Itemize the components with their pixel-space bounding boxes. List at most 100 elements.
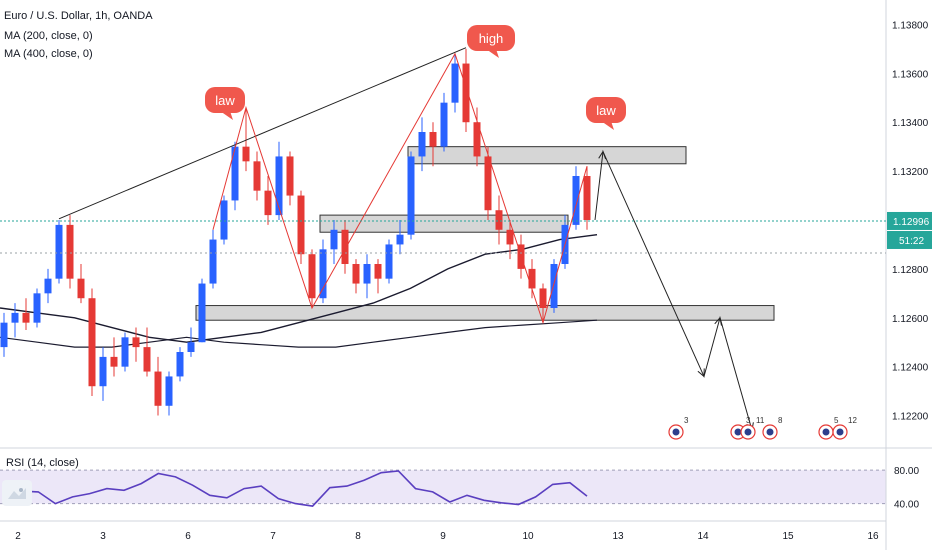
price-axis-tick: 1.12400 (892, 363, 929, 374)
annotation-bubble: law (205, 87, 245, 120)
rsi-legend: RSI (14, close) (6, 457, 79, 469)
time-axis-tick: 6 (185, 531, 191, 542)
symbol-title: Euro / U.S. Dollar, 1h, OANDA (4, 10, 153, 22)
time-axis-tick: 2 (15, 531, 21, 542)
annotation-bubble: high (467, 25, 515, 58)
candle (77, 278, 85, 299)
candle (231, 146, 239, 201)
candle (418, 132, 426, 157)
candle (319, 249, 327, 299)
candle (550, 264, 558, 308)
annotation-bubble-body (467, 25, 515, 51)
event-flag-icon: 3 (668, 416, 689, 440)
candle (385, 244, 393, 279)
candle (176, 352, 184, 377)
annotation-bubble-tail (486, 49, 499, 58)
event-flag-icon: 5 (818, 416, 839, 440)
time-axis-tick: 10 (522, 531, 534, 542)
event-flag-count: 11 (756, 416, 765, 425)
candle (539, 288, 547, 308)
rsi-line (3, 470, 588, 507)
event-flag-core (744, 428, 752, 436)
candle (121, 337, 129, 367)
candle (99, 356, 107, 387)
event-flag-count: 12 (848, 416, 857, 425)
candle (44, 278, 52, 294)
event-flag-count: 5 (834, 416, 839, 425)
candle (451, 63, 459, 103)
ma200-line (0, 234, 598, 343)
time-axis-tick: 13 (612, 531, 624, 542)
candle (341, 229, 349, 264)
candle (407, 156, 415, 235)
candle (264, 190, 272, 216)
event-flag-icon: 11 (740, 416, 765, 440)
annotation-bubble-body (205, 87, 245, 113)
annotation-bubble: law (586, 97, 626, 130)
annotation-text: law (215, 93, 235, 108)
annotation-text: high (479, 31, 504, 46)
event-flag-icon: 8 (762, 416, 783, 440)
tradingview-logo-icon (2, 480, 32, 506)
candle (462, 63, 470, 123)
event-flag-core (822, 428, 830, 436)
candle (330, 229, 338, 250)
candle (11, 312, 19, 323)
candle (165, 376, 173, 406)
ma400-legend: MA (400, close, 0) (4, 48, 93, 60)
time-axis-tick: 15 (782, 531, 794, 542)
projection-arrowhead (714, 316, 722, 326)
candle (528, 268, 536, 289)
candle (88, 298, 96, 387)
candle (275, 156, 283, 216)
candle (198, 283, 206, 343)
support-resistance-zone (195, 305, 775, 321)
swing-lines (212, 52, 588, 325)
candle (55, 224, 63, 279)
candle (352, 264, 360, 284)
annotation-bubble-tail (220, 111, 233, 120)
last-price-badge (887, 211, 932, 230)
price-axis-tick: 1.13800 (892, 20, 929, 31)
candle (308, 254, 316, 299)
annotation-text: law (596, 103, 616, 118)
candle (110, 356, 118, 367)
candle (440, 102, 448, 147)
candle (220, 200, 228, 240)
candle (473, 122, 481, 157)
candle (66, 224, 74, 279)
time-axis-tick: 7 (270, 531, 276, 542)
candle (429, 132, 437, 147)
projection-arrowhead (598, 150, 607, 160)
support-resistance-zone (407, 146, 687, 165)
projection-arrowhead (697, 368, 705, 378)
candle (495, 210, 503, 230)
price-axis-tick: 1.13200 (892, 167, 929, 178)
event-flag-core (734, 428, 742, 436)
ma400-line (0, 319, 598, 348)
candle (374, 264, 382, 279)
price-axis-tick: 1.12200 (892, 412, 929, 423)
candle (583, 176, 591, 220)
trend-line (58, 47, 467, 220)
last-price-text: 1.12996 (893, 217, 930, 228)
candle (132, 337, 140, 348)
candle (297, 195, 305, 255)
time-axis-tick: 16 (867, 531, 879, 542)
candle (33, 293, 41, 323)
candle (396, 234, 404, 245)
candle (506, 229, 514, 245)
candle (242, 146, 250, 162)
rsi-axis-tick: 80.00 (894, 466, 919, 477)
annotation-bubble-body (586, 97, 626, 123)
candle (154, 371, 162, 406)
candle (209, 239, 217, 284)
time-axis-tick: 14 (697, 531, 709, 542)
event-flag-count: 3 (746, 416, 751, 425)
event-flag-icon: 12 (832, 416, 857, 440)
candle (484, 156, 492, 211)
price-axis-tick: 1.13600 (892, 69, 929, 80)
countdown-badge (887, 230, 932, 249)
